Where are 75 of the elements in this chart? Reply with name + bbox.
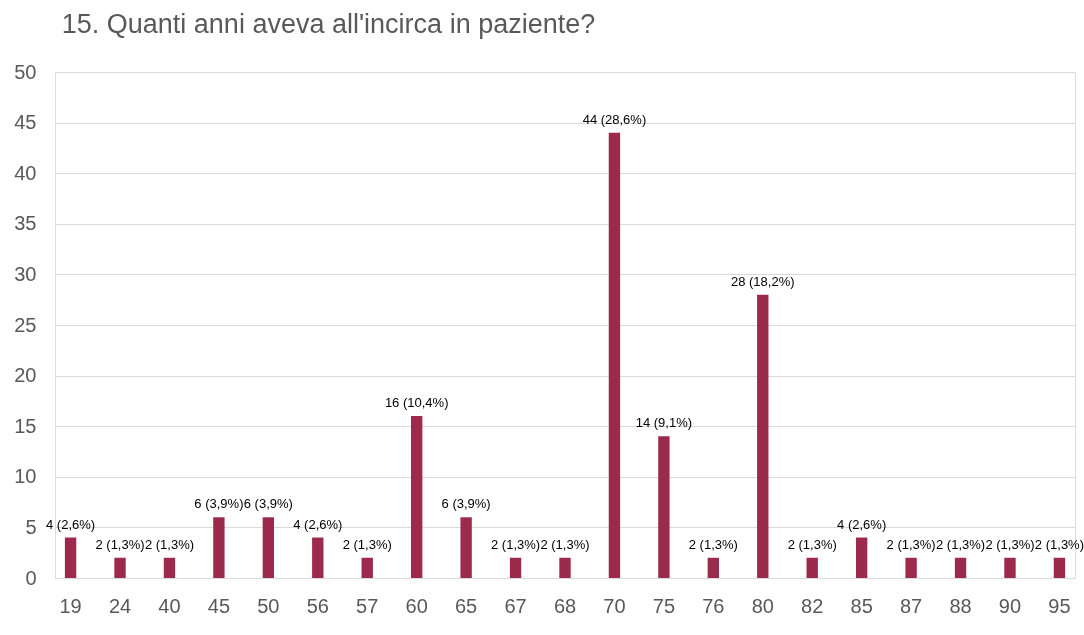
bar bbox=[757, 294, 769, 578]
y-tick-label: 15 bbox=[14, 414, 37, 437]
y-tick-label: 20 bbox=[14, 364, 37, 387]
y-tick-label: 40 bbox=[14, 161, 37, 184]
data-label: 28 (18,2%) bbox=[730, 273, 795, 289]
y-tick-label: 10 bbox=[14, 465, 37, 488]
bar bbox=[707, 557, 720, 578]
bar bbox=[855, 537, 868, 578]
data-label: 6 (3,9%) bbox=[194, 496, 244, 512]
x-tick-label: 85 bbox=[850, 594, 873, 617]
x-tick-label: 70 bbox=[603, 594, 626, 617]
bar bbox=[559, 557, 571, 578]
y-tick-label: 25 bbox=[14, 313, 37, 336]
chart-title: 15. Quanti anni aveva all'incirca in paziente? bbox=[61, 9, 596, 39]
data-label: 6 (3,9%) bbox=[243, 496, 293, 512]
x-tick-label: 60 bbox=[405, 594, 428, 617]
data-label: 4 (2,6%) bbox=[293, 516, 343, 532]
x-tick-label: 24 bbox=[108, 594, 132, 617]
data-label: 4 (2,6%) bbox=[837, 516, 887, 532]
bar bbox=[361, 557, 373, 578]
data-label: 2 (1,3%) bbox=[688, 536, 738, 552]
x-tick-label: 57 bbox=[356, 594, 379, 617]
data-label: 2 (1,3%) bbox=[342, 536, 392, 552]
x-tick-label: 65 bbox=[454, 594, 478, 617]
data-label: 14 (9,1%) bbox=[635, 415, 693, 431]
bar bbox=[64, 537, 77, 578]
data-label: 2 (1,3%) bbox=[144, 536, 195, 552]
x-tick-label: 80 bbox=[751, 594, 774, 617]
y-tick-label: 30 bbox=[14, 262, 37, 285]
data-label: 2 (1,3%) bbox=[490, 536, 541, 552]
data-label: 4 (2,6%) bbox=[46, 516, 96, 532]
y-tick-label: 45 bbox=[14, 111, 37, 134]
data-label: 2 (1,3%) bbox=[886, 536, 936, 552]
x-tick-label: 76 bbox=[702, 594, 725, 617]
x-tick-label: 82 bbox=[801, 594, 824, 617]
data-label: 2 (1,3%) bbox=[787, 536, 837, 552]
bar bbox=[954, 557, 967, 578]
x-tick-label: 90 bbox=[998, 594, 1022, 617]
x-tick-label: 87 bbox=[899, 594, 923, 617]
x-tick-label: 19 bbox=[59, 594, 82, 617]
data-label: 16 (10,4%) bbox=[384, 395, 449, 411]
data-label: 2 (1,3%) bbox=[985, 536, 1035, 552]
data-label: 2 (1,3%) bbox=[540, 536, 590, 552]
bar bbox=[806, 557, 818, 578]
bar bbox=[658, 436, 670, 578]
bar bbox=[608, 132, 621, 578]
data-label: 2 (1,3%) bbox=[95, 536, 145, 552]
y-tick-label: 35 bbox=[14, 212, 37, 235]
x-tick-label: 40 bbox=[158, 594, 181, 617]
data-label: 44 (28,6%) bbox=[582, 111, 647, 127]
y-tick-label: 0 bbox=[25, 566, 37, 589]
x-tick-label: 75 bbox=[652, 594, 676, 617]
bar bbox=[163, 557, 176, 578]
y-tick-label: 5 bbox=[25, 515, 37, 538]
data-label: 2 (1,3%) bbox=[935, 536, 986, 552]
bar bbox=[213, 517, 225, 578]
x-tick-label: 67 bbox=[504, 594, 527, 617]
data-label: 2 (1,3%) bbox=[1034, 536, 1084, 552]
x-tick-label: 45 bbox=[207, 594, 231, 617]
x-tick-label: 68 bbox=[553, 594, 577, 617]
x-tick-label: 56 bbox=[306, 594, 329, 617]
bar bbox=[1053, 557, 1066, 578]
bar bbox=[460, 517, 472, 578]
bar bbox=[410, 416, 423, 578]
bar bbox=[905, 557, 917, 578]
bar bbox=[509, 557, 522, 578]
bar bbox=[1004, 557, 1016, 578]
data-label: 6 (3,9%) bbox=[441, 496, 491, 512]
x-tick-label: 88 bbox=[949, 594, 972, 617]
y-tick-label: 50 bbox=[14, 60, 37, 83]
bar bbox=[114, 557, 126, 578]
x-tick-label: 50 bbox=[257, 594, 280, 617]
bar bbox=[312, 537, 324, 578]
x-tick-label: 95 bbox=[1048, 594, 1071, 617]
bar bbox=[262, 517, 275, 578]
